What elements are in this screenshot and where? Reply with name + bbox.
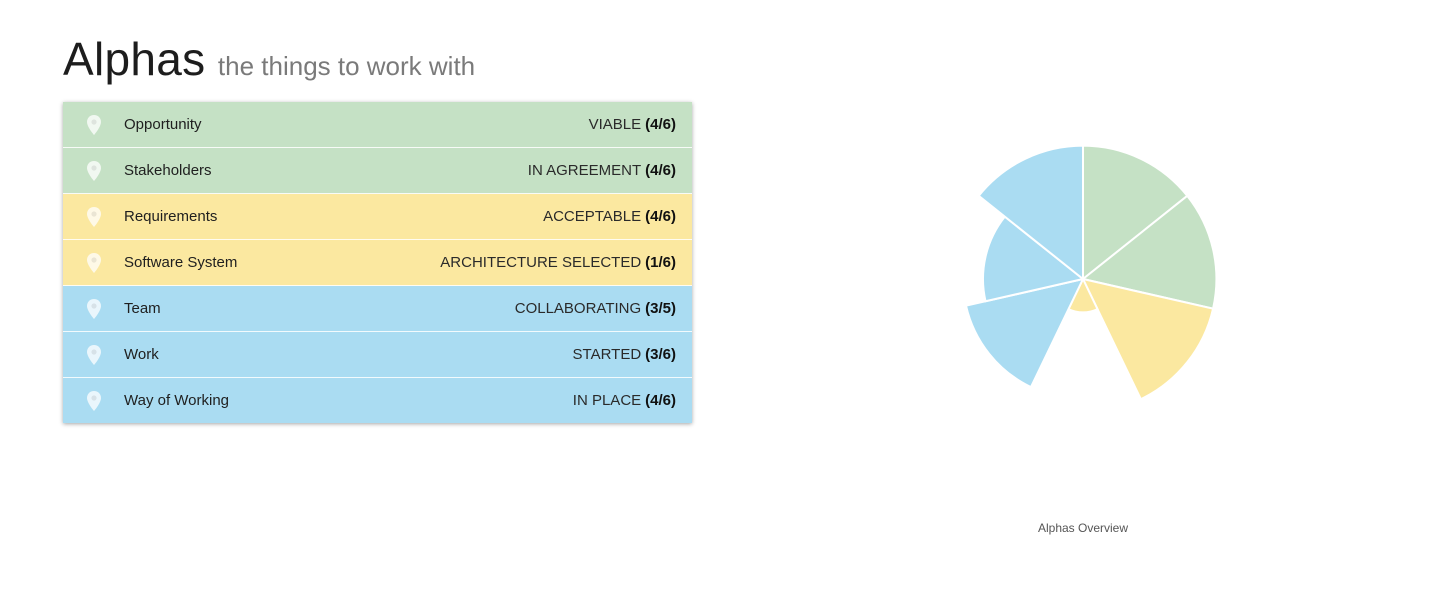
alpha-row[interactable]: Software System ARCHITECTURE SELECTED (1/6…	[63, 240, 692, 286]
alpha-status: IN AGREEMENT (4/6)	[528, 162, 676, 179]
alpha-row[interactable]: Team COLLABORATING (3/5)	[63, 286, 692, 332]
chart-slice-way-of-working[interactable]	[977, 144, 1084, 282]
alpha-status: IN PLACE (4/6)	[573, 392, 676, 409]
alpha-row[interactable]: Opportunity VIABLE (4/6)	[63, 102, 692, 148]
alpha-name: Opportunity	[124, 116, 202, 133]
map-pin-icon	[85, 114, 103, 136]
alpha-row[interactable]: Way of Working IN PLACE (4/6)	[63, 378, 692, 423]
map-pin-icon	[85, 206, 103, 228]
alpha-progress: (3/5)	[645, 300, 676, 317]
chart-slice-opportunity[interactable]	[1082, 144, 1189, 282]
map-pin-icon	[85, 298, 103, 320]
alpha-row[interactable]: Work STARTED (3/6)	[63, 332, 692, 378]
page-subtitle: the things to work with	[217, 51, 476, 81]
alpha-status: VIABLE (4/6)	[589, 116, 676, 133]
alpha-name: Team	[124, 300, 161, 317]
alpha-name: Work	[124, 346, 159, 363]
alpha-name: Software System	[124, 254, 238, 271]
polar-chart-svg	[964, 144, 1218, 401]
alpha-progress: (4/6)	[645, 392, 676, 409]
chart-slice-team[interactable]	[964, 277, 1085, 389]
alpha-state: IN PLACE	[572, 392, 642, 409]
alpha-state: STARTED	[572, 346, 642, 363]
alpha-name: Way of Working	[124, 392, 230, 409]
chart-slice-requirements[interactable]	[1081, 277, 1215, 401]
page-title: Alphas	[63, 33, 206, 85]
chart-slice-work[interactable]	[982, 215, 1086, 303]
chart-caption: Alphas Overview	[1037, 521, 1129, 535]
alpha-name: Stakeholders	[124, 162, 212, 179]
alpha-progress: (4/6)	[645, 116, 676, 133]
alpha-status: ACCEPTABLE (4/6)	[543, 208, 676, 225]
alpha-status: ARCHITECTURE SELECTED (1/6)	[440, 254, 676, 271]
alpha-progress: (4/6)	[645, 162, 676, 179]
alpha-name: Requirements	[124, 208, 218, 225]
alpha-state: ACCEPTABLE	[543, 208, 642, 225]
map-pin-icon	[85, 344, 103, 366]
alpha-state: ARCHITECTURE SELECTED	[440, 254, 642, 271]
alpha-progress: (1/6)	[645, 254, 676, 271]
alpha-state: IN AGREEMENT	[527, 162, 642, 179]
alpha-state: VIABLE	[588, 116, 642, 133]
alpha-progress: (3/6)	[645, 346, 676, 363]
chart-slice-stakeholders[interactable]	[1080, 194, 1218, 310]
alpha-progress: (4/6)	[645, 208, 676, 225]
alpha-status: STARTED (3/6)	[573, 346, 676, 363]
map-pin-icon	[85, 390, 103, 412]
map-pin-icon	[85, 160, 103, 182]
alpha-row[interactable]: Requirements ACCEPTABLE (4/6)	[63, 194, 692, 240]
page-heading: Alphas the things to work with	[63, 32, 475, 86]
alphas-overview-chart	[940, 120, 1226, 420]
alpha-list: Opportunity VIABLE (4/6) Stakeholders IN AGR…	[63, 102, 692, 423]
alpha-state: COLLABORATING	[514, 300, 642, 317]
alpha-status: COLLABORATING (3/5)	[515, 300, 676, 317]
map-pin-icon	[85, 252, 103, 274]
alpha-row[interactable]: Stakeholders IN AGREEMENT (4/6)	[63, 148, 692, 194]
